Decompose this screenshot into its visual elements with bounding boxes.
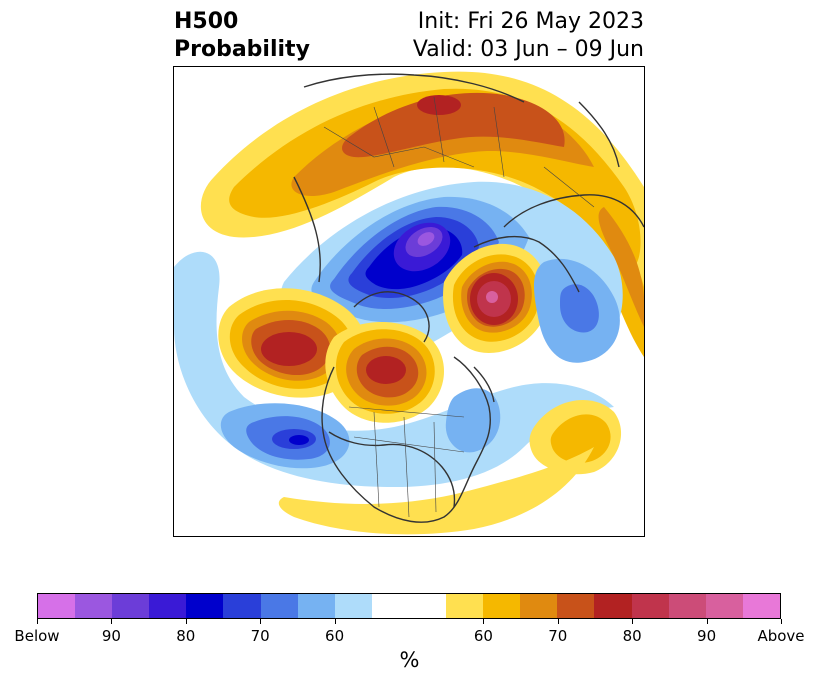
colorbar-segment <box>594 594 632 618</box>
colorbar-tick-label: 60 <box>325 627 345 645</box>
colorbar-segment <box>668 594 706 618</box>
colorbar-tick-label: 80 <box>176 627 196 645</box>
init-date: Init: Fri 26 May 2023 <box>417 9 644 34</box>
goa-above-80 <box>261 332 317 366</box>
colorbar-segment <box>260 594 298 618</box>
colorbar-segment <box>408 594 447 618</box>
atlantic-above-65 <box>550 414 611 464</box>
colorbar-segment <box>483 594 521 618</box>
colorbar-tick-mark <box>483 619 485 624</box>
colorbar-label: % <box>399 648 420 672</box>
title-line-2: Probability <box>174 37 310 62</box>
colorbar-segment <box>520 594 558 618</box>
colorbar-segment <box>75 594 113 618</box>
europe-above-core <box>342 92 565 158</box>
colorbar-tick-label: 70 <box>250 627 270 645</box>
wus-below-80 <box>289 435 309 445</box>
map-canvas <box>174 67 644 536</box>
canada-above-80 <box>366 356 406 384</box>
colorbar-segment <box>223 594 261 618</box>
colorbar-tick-mark <box>706 619 708 624</box>
colorbar-tick-label: 70 <box>548 627 568 645</box>
colorbar-tick-mark <box>111 619 113 624</box>
barents-above-90 <box>486 291 498 303</box>
colorbar-tick-label: 60 <box>473 627 493 645</box>
colorbar-tick-label: Above <box>757 627 805 645</box>
colorbar-segment <box>297 594 335 618</box>
atlantic-below-60 <box>445 388 501 453</box>
colorbar-tick-label: 90 <box>697 627 717 645</box>
colorbar-segment <box>446 594 484 618</box>
subtropic-above-60 <box>278 447 594 535</box>
colorbar-tick-mark <box>781 619 782 624</box>
asia-above-band-inner <box>598 207 644 327</box>
colorbar-tick-label: 90 <box>101 627 121 645</box>
valid-range: Valid: 03 Jun – 09 Jun <box>412 37 644 62</box>
colorbar-segment <box>631 594 669 618</box>
colorbar-segment <box>38 594 76 618</box>
borders <box>323 96 595 518</box>
colorbar-segment <box>371 594 409 618</box>
chart-title: H500 Probability <box>174 8 310 64</box>
probability-map <box>173 66 645 537</box>
colorbar-tick-mark <box>185 619 187 624</box>
colorbar-segment <box>112 594 150 618</box>
colorbar-tick-mark <box>632 619 634 624</box>
colorbar-tick-label: 80 <box>622 627 642 645</box>
colorbar-tick-label: Below <box>14 627 60 645</box>
arctic-below-95 <box>417 232 435 246</box>
colorbar-tick-mark <box>37 619 38 624</box>
coastlines <box>293 73 644 523</box>
colorbar-segment <box>705 594 743 618</box>
colorbar-tick-mark <box>260 619 262 624</box>
colorbar-segment <box>557 594 595 618</box>
colorbar <box>37 593 781 619</box>
colorbar-tick-mark <box>334 619 336 624</box>
title-line-1: H500 <box>174 9 239 34</box>
siberia-below-70 <box>560 284 599 333</box>
init-valid-label: Init: Fri 26 May 2023 Valid: 03 Jun – 09… <box>413 8 644 64</box>
colorbar-segment <box>742 594 780 618</box>
colorbar-segment <box>149 594 187 618</box>
colorbar-segment <box>334 594 372 618</box>
colorbar-segment <box>186 594 224 618</box>
europe-above-peak <box>417 95 461 115</box>
colorbar-tick-mark <box>557 619 559 624</box>
